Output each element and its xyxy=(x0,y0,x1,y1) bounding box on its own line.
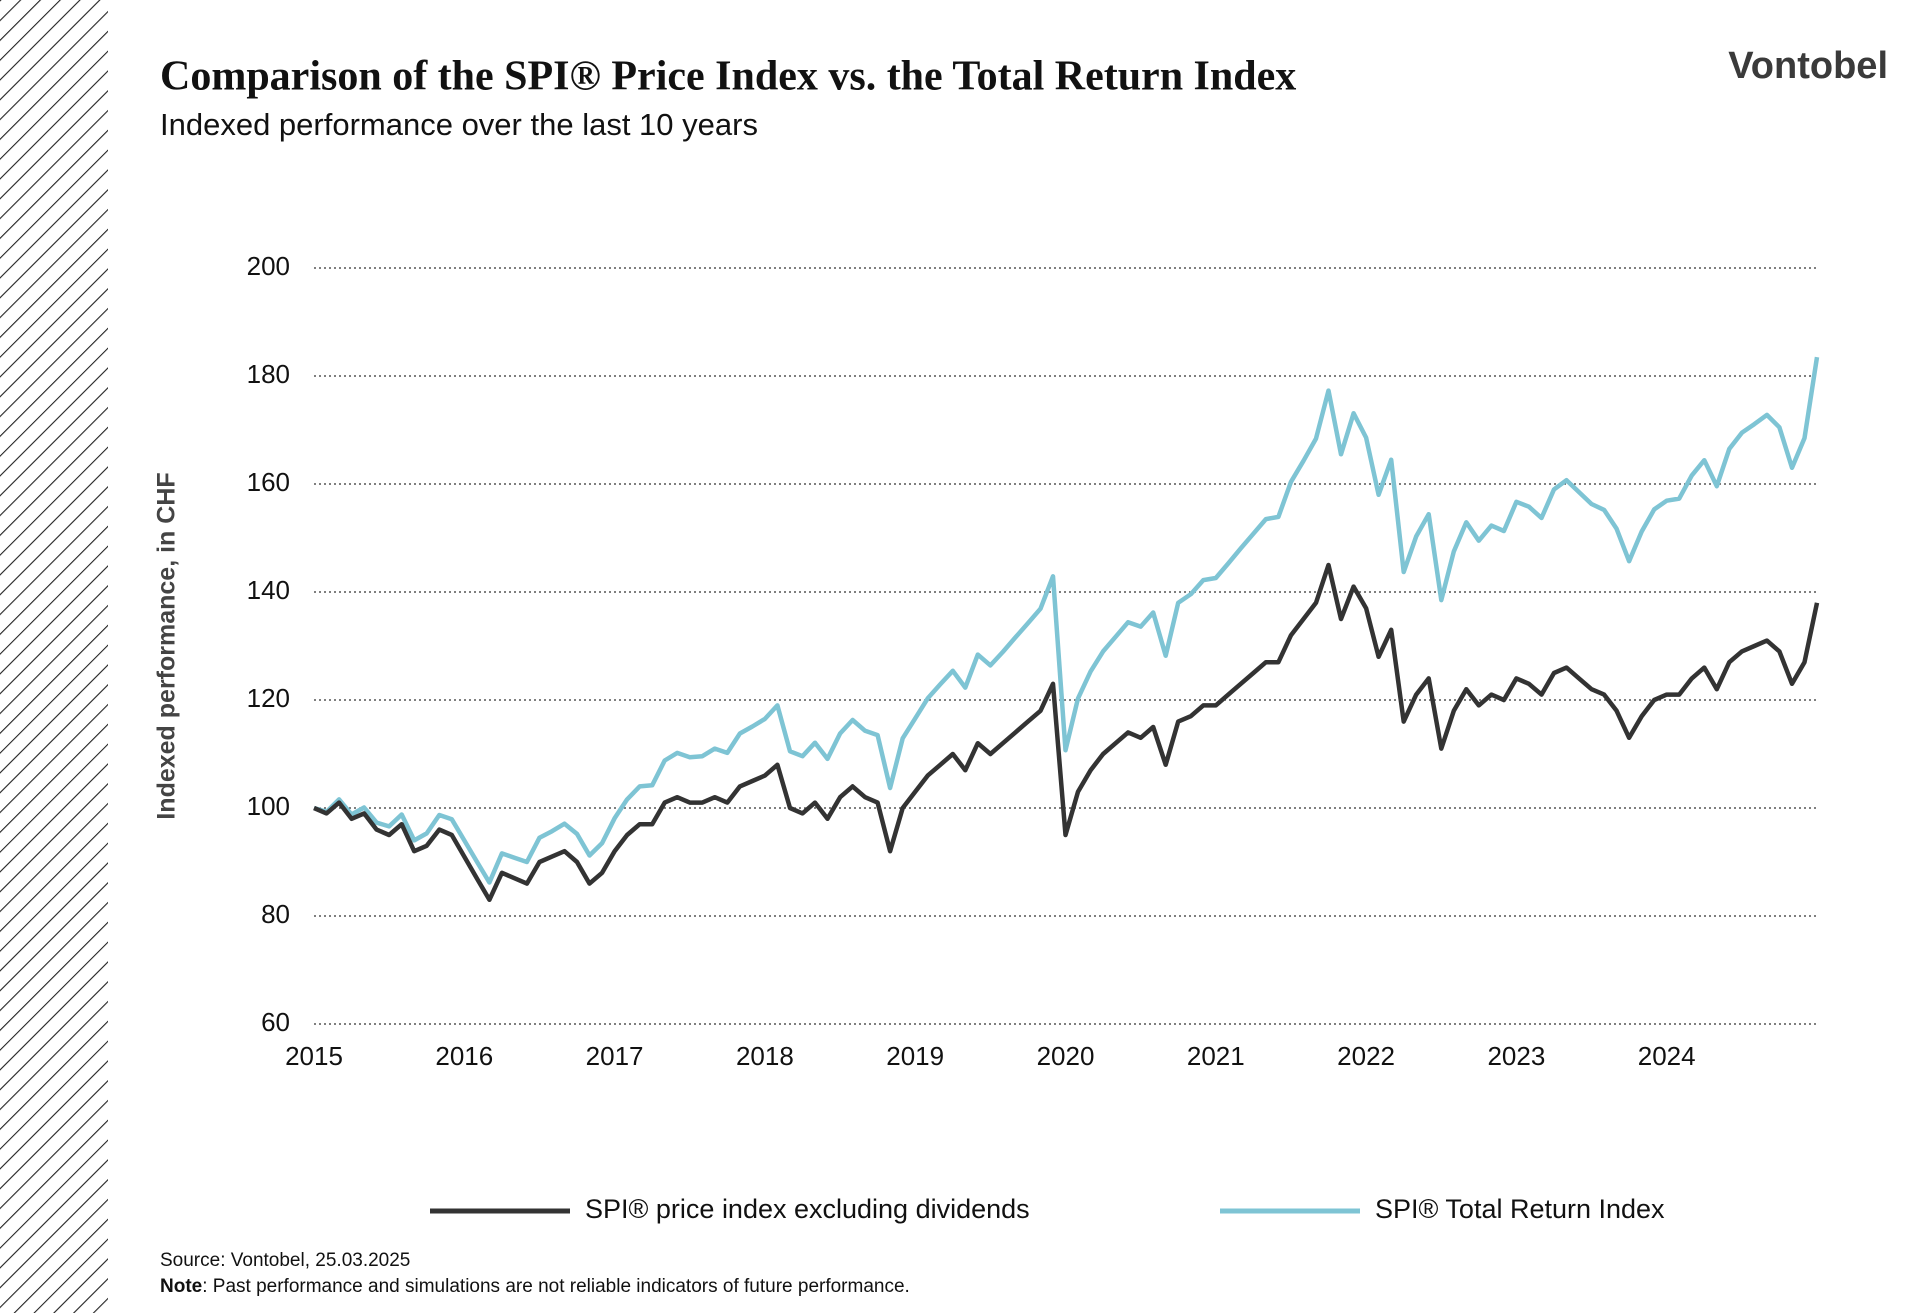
note: Note: Past performance and simulations a… xyxy=(160,1276,910,1297)
brand-logo: Vontobel xyxy=(1728,45,1888,87)
x-tick-label: 2021 xyxy=(1187,1041,1245,1071)
legend-label: SPI® Total Return Index xyxy=(1375,1194,1665,1224)
y-tick-label: 140 xyxy=(247,575,290,605)
y-tick-label: 60 xyxy=(261,1007,290,1037)
x-tick-label: 2022 xyxy=(1337,1041,1395,1071)
x-tick-label: 2024 xyxy=(1638,1041,1696,1071)
y-axis-label: Indexed performance, in CHF xyxy=(153,472,181,819)
x-tick-label: 2017 xyxy=(586,1041,644,1071)
hatch-strip xyxy=(0,0,108,1313)
y-tick-label: 120 xyxy=(247,683,290,713)
note-text: : Past performance and simulations are n… xyxy=(202,1276,910,1297)
x-tick-label: 2019 xyxy=(886,1041,944,1071)
y-tick-label: 180 xyxy=(247,359,290,389)
y-tick-label: 100 xyxy=(247,791,290,821)
x-tick-label: 2015 xyxy=(285,1041,343,1071)
x-tick-label: 2018 xyxy=(736,1041,794,1071)
y-tick-label: 80 xyxy=(261,899,290,929)
x-tick-label: 2016 xyxy=(435,1041,493,1071)
series-line xyxy=(313,562,1820,903)
chart-title: Comparison of the SPI® Price Index vs. t… xyxy=(160,54,1296,100)
x-tick-label: 2020 xyxy=(1037,1041,1095,1071)
source: Source: Vontobel, 25.03.2025 xyxy=(160,1250,410,1271)
y-tick-label: 200 xyxy=(247,251,290,281)
y-tick-label: 160 xyxy=(247,467,290,497)
legend-label: SPI® price index excluding dividends xyxy=(585,1194,1030,1224)
series-line xyxy=(313,356,1820,885)
x-tick-label: 2023 xyxy=(1487,1041,1545,1071)
note-label: Note xyxy=(160,1276,202,1297)
chart-subtitle: Indexed performance over the last 10 yea… xyxy=(160,107,758,142)
